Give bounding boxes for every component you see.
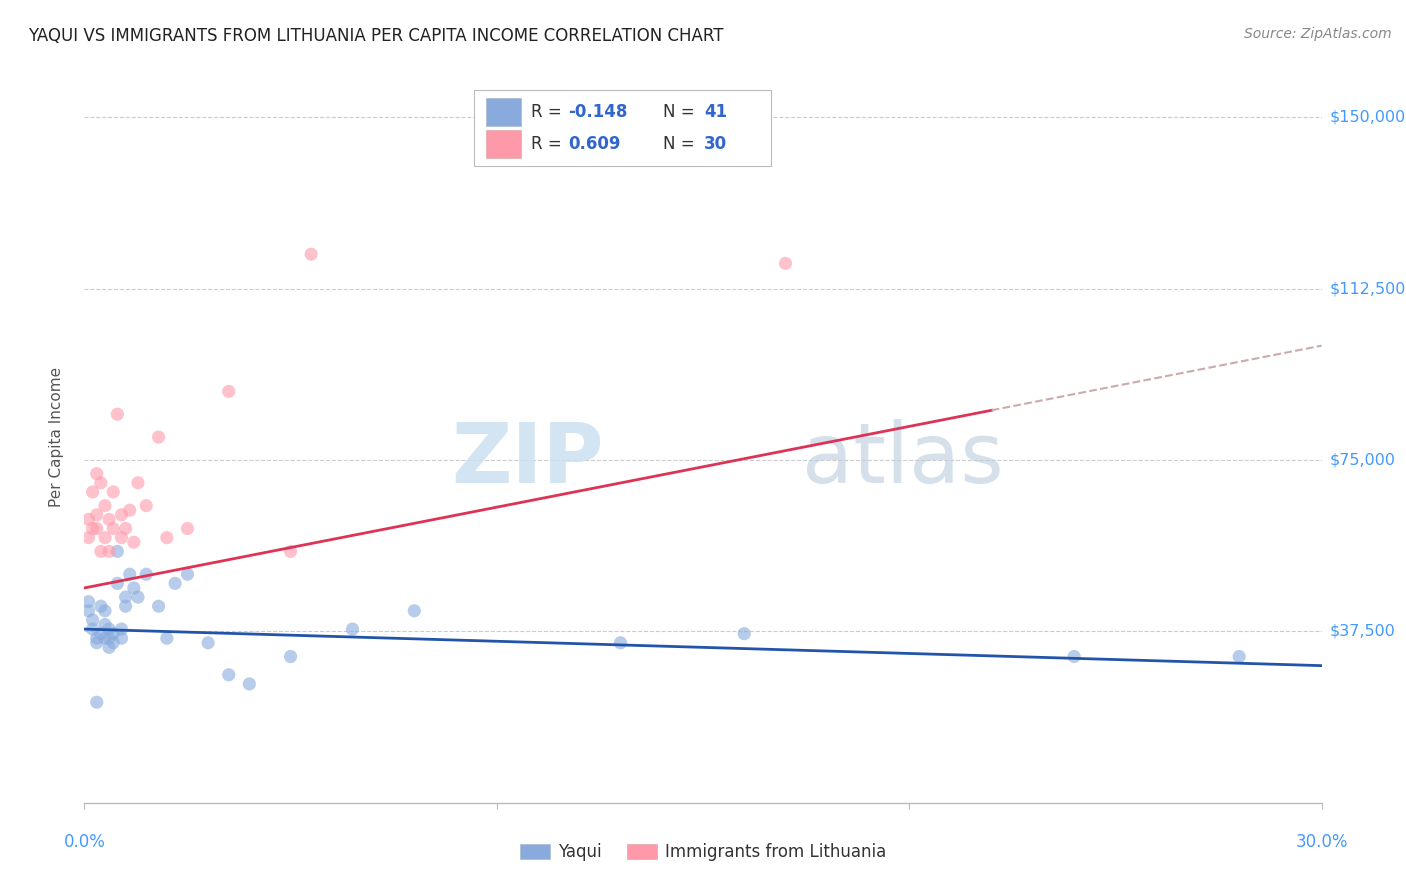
Point [82, 485, 104, 500]
Text: N =: N = [664, 135, 700, 153]
Point [110, 622, 132, 636]
Text: -0.148: -0.148 [568, 103, 627, 121]
Point [86, 695, 108, 709]
Point [122, 581, 145, 595]
FancyBboxPatch shape [486, 98, 522, 127]
Point [165, 576, 187, 591]
Point [94, 499, 117, 513]
Point [342, 622, 364, 636]
Point [110, 508, 132, 522]
Point [114, 521, 136, 535]
Point [98, 622, 121, 636]
Text: 30.0%: 30.0% [1295, 833, 1348, 851]
Point [98, 640, 121, 655]
Point [86, 636, 108, 650]
Point [90, 544, 112, 558]
Point [77, 512, 100, 526]
Point [86, 632, 108, 646]
Point [118, 503, 141, 517]
FancyBboxPatch shape [474, 90, 770, 167]
Point [86, 467, 108, 481]
Text: 0.609: 0.609 [568, 135, 620, 153]
Text: N =: N = [664, 103, 700, 121]
Text: $112,500: $112,500 [1330, 281, 1406, 296]
Point [280, 544, 302, 558]
Point [86, 508, 108, 522]
Text: R =: R = [531, 135, 567, 153]
Point [110, 531, 132, 545]
Point [103, 521, 125, 535]
Point [404, 604, 426, 618]
Point [218, 384, 240, 399]
Point [90, 475, 112, 490]
Point [127, 590, 149, 604]
Point [238, 677, 260, 691]
Point [148, 599, 170, 614]
Point [94, 604, 117, 618]
Point [105, 544, 128, 558]
Point [103, 626, 125, 640]
Point [98, 632, 121, 646]
Point [176, 521, 198, 535]
Point [98, 544, 121, 558]
Y-axis label: Per Capita Income: Per Capita Income [49, 367, 63, 508]
Text: Source: ZipAtlas.com: Source: ZipAtlas.com [1244, 27, 1392, 41]
Point [77, 604, 100, 618]
Point [114, 599, 136, 614]
Text: 30: 30 [704, 135, 727, 153]
Point [135, 499, 157, 513]
Point [135, 567, 157, 582]
Text: $150,000: $150,000 [1330, 110, 1406, 125]
Point [148, 430, 170, 444]
FancyBboxPatch shape [486, 130, 522, 158]
Point [94, 632, 117, 646]
Point [86, 521, 108, 535]
Text: atlas: atlas [801, 418, 1004, 500]
Point [105, 576, 128, 591]
Point [733, 626, 755, 640]
Point [122, 535, 145, 549]
Text: ZIP: ZIP [451, 418, 605, 500]
Text: 0.0%: 0.0% [63, 833, 105, 851]
Text: $37,500: $37,500 [1330, 624, 1396, 639]
Point [103, 636, 125, 650]
Point [118, 567, 141, 582]
Point [82, 521, 104, 535]
Point [77, 594, 100, 608]
Point [82, 622, 104, 636]
Point [299, 247, 322, 261]
Point [90, 626, 112, 640]
Point [156, 531, 179, 545]
Point [114, 590, 136, 604]
Text: $75,000: $75,000 [1330, 452, 1396, 467]
Point [94, 617, 117, 632]
Point [1227, 649, 1250, 664]
Point [156, 632, 179, 646]
Legend: Yaqui, Immigrants from Lithuania: Yaqui, Immigrants from Lithuania [513, 837, 893, 868]
Point [105, 407, 128, 421]
Point [609, 636, 631, 650]
Point [176, 567, 198, 582]
Point [110, 632, 132, 646]
Point [280, 649, 302, 664]
Point [127, 475, 149, 490]
Text: R =: R = [531, 103, 567, 121]
Point [1063, 649, 1085, 664]
Point [103, 485, 125, 500]
Point [98, 512, 121, 526]
Text: YAQUI VS IMMIGRANTS FROM LITHUANIA PER CAPITA INCOME CORRELATION CHART: YAQUI VS IMMIGRANTS FROM LITHUANIA PER C… [28, 27, 724, 45]
Text: 41: 41 [704, 103, 727, 121]
Point [218, 667, 240, 681]
Point [77, 531, 100, 545]
Point [90, 599, 112, 614]
Point [82, 613, 104, 627]
Point [775, 256, 797, 270]
Point [197, 636, 219, 650]
Point [94, 531, 117, 545]
